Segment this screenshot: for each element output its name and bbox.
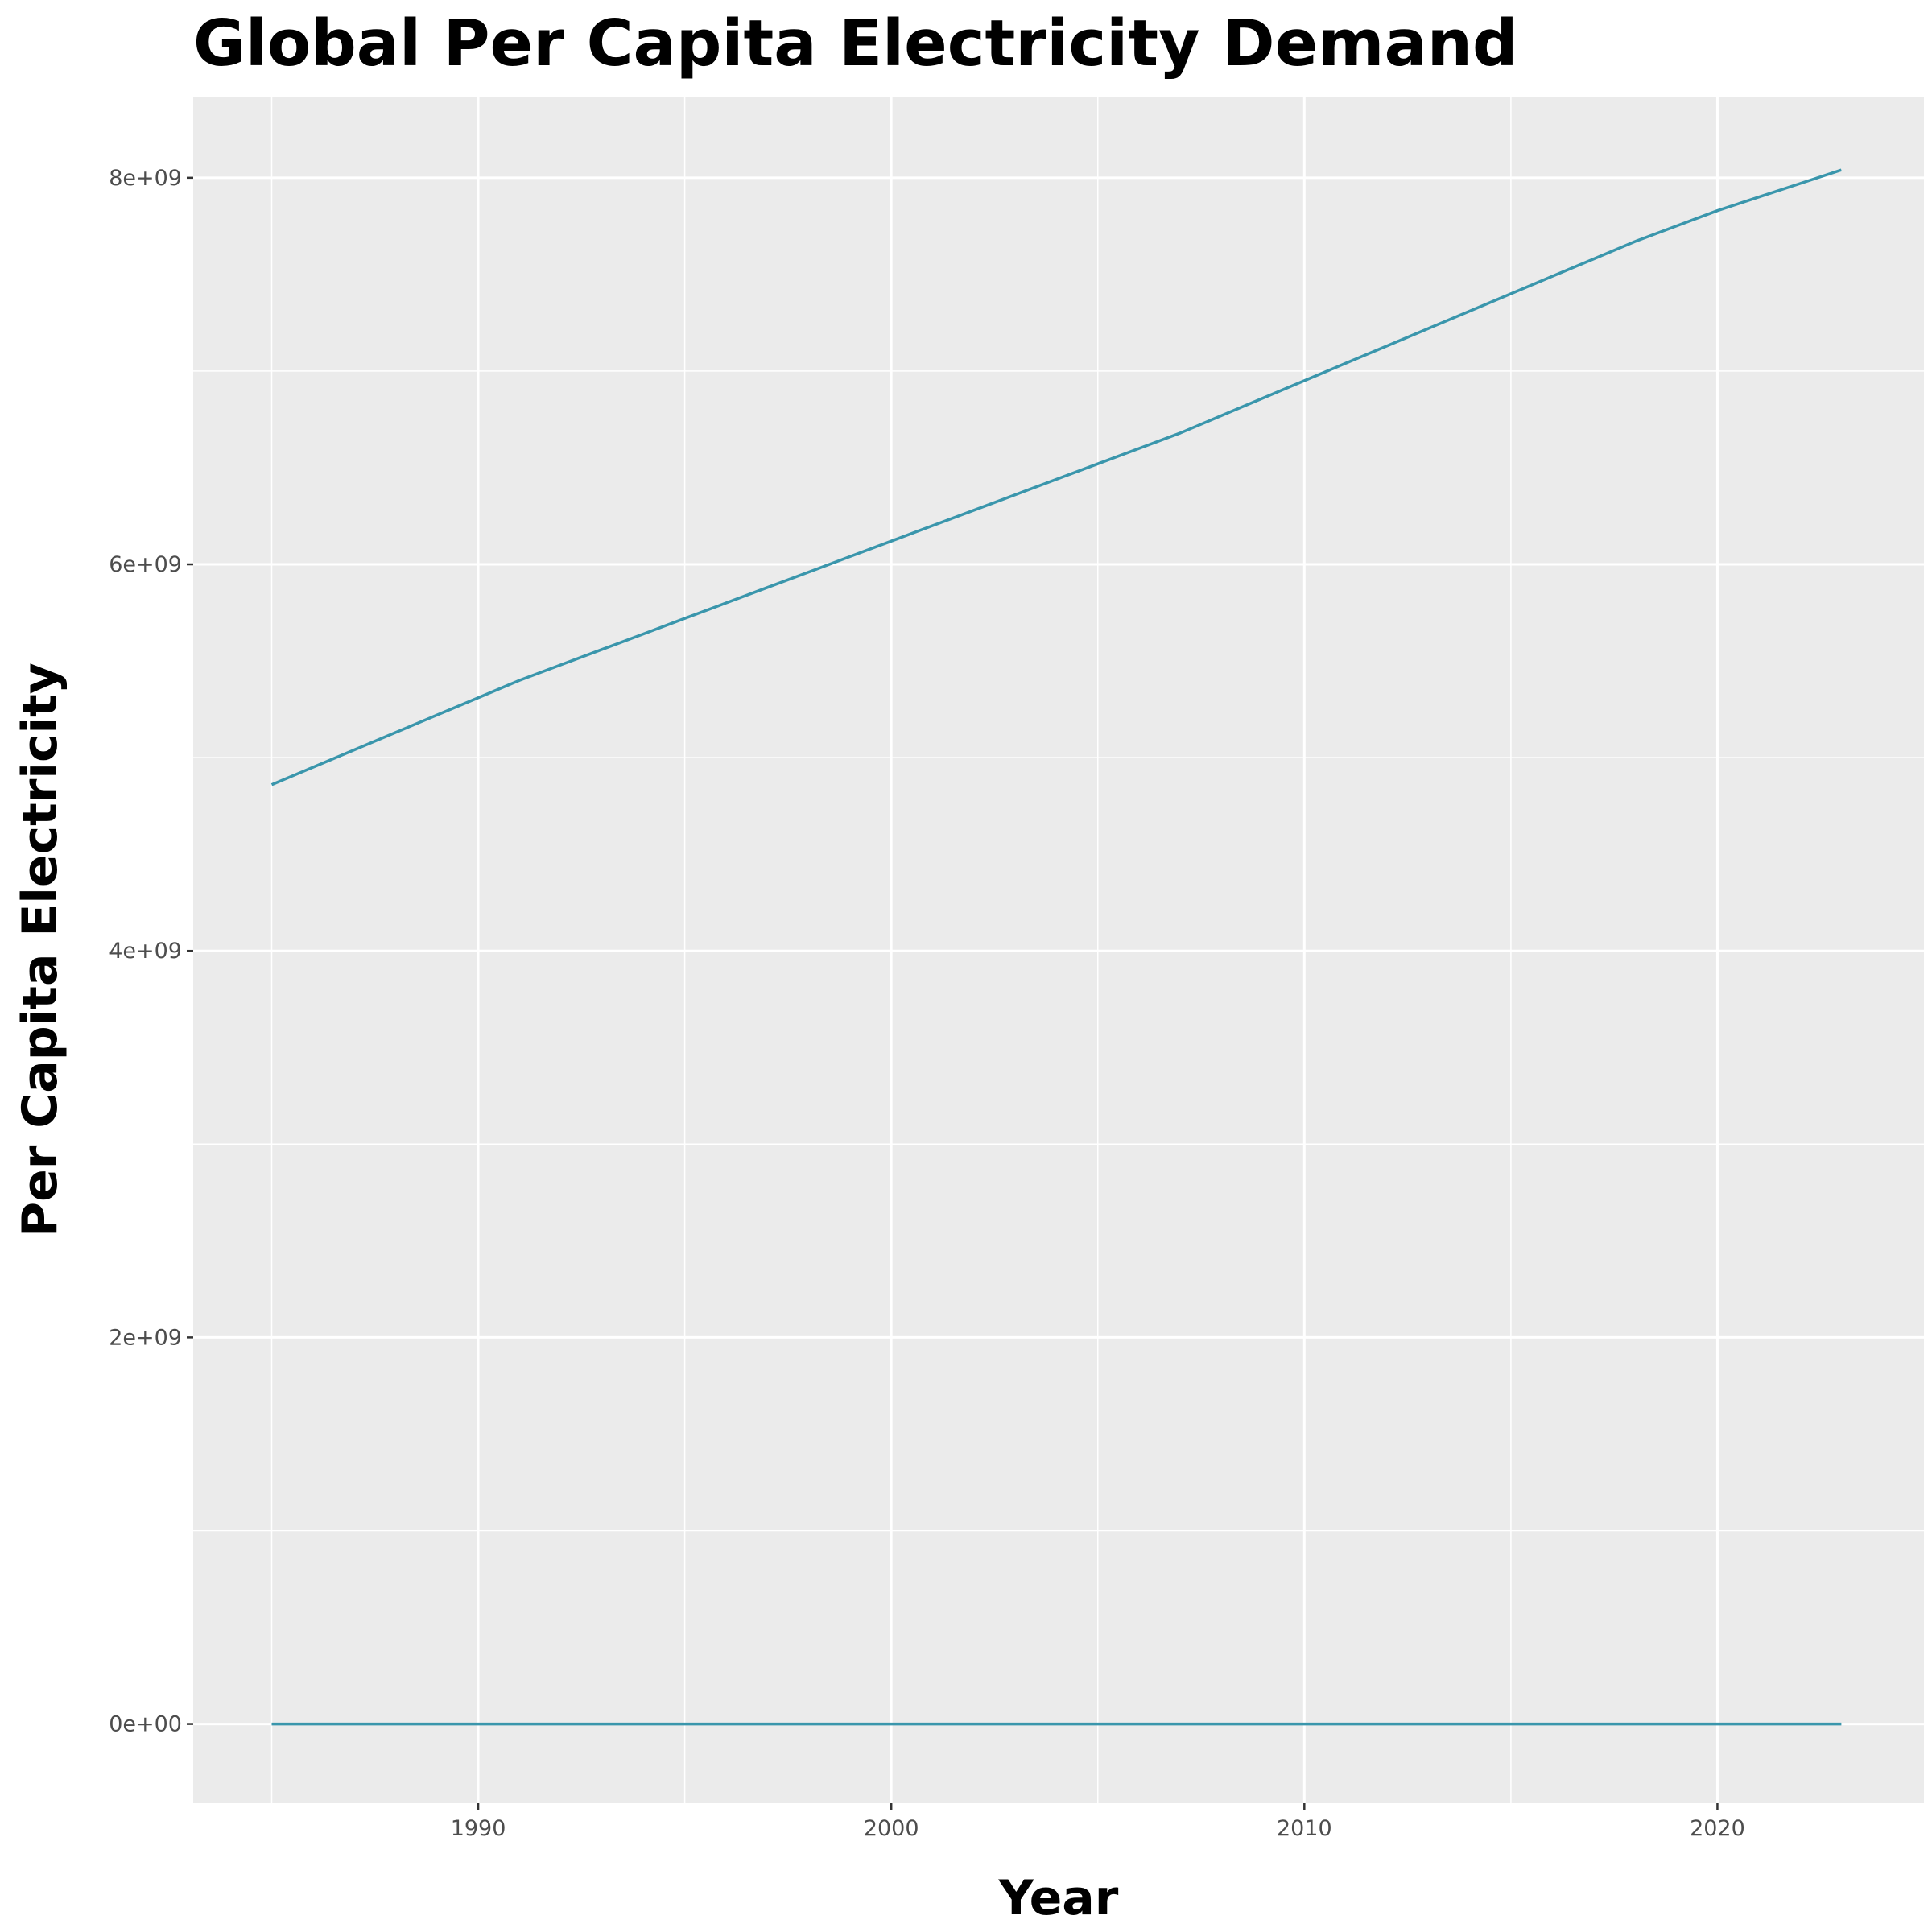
y-tick-label: 4e+09 bbox=[109, 939, 182, 964]
y-tick-label: 8e+09 bbox=[109, 166, 182, 191]
y-tick-label: 6e+09 bbox=[109, 552, 182, 577]
x-axis: 1990 2000 2010 2020 bbox=[451, 1803, 1745, 1841]
x-axis-title: Year bbox=[998, 1870, 1119, 1926]
series-layer bbox=[270, 168, 1842, 1726]
x-tick-label: 2020 bbox=[1690, 1816, 1745, 1841]
y-axis: 0e+00 2e+09 4e+09 6e+09 8e+09 bbox=[109, 166, 193, 1737]
y-tick-label: 0e+00 bbox=[109, 1712, 182, 1737]
y-axis-title: Per Capita Electricity bbox=[12, 663, 68, 1237]
y-tick-label: 2e+09 bbox=[109, 1325, 182, 1350]
x-tick-label: 2010 bbox=[1277, 1816, 1332, 1841]
series-line-1 bbox=[270, 168, 1842, 786]
x-tick-label: 1990 bbox=[451, 1816, 506, 1841]
x-tick-label: 2000 bbox=[864, 1816, 919, 1841]
chart-title: Global Per Capita Electricity Demand bbox=[193, 6, 1518, 80]
